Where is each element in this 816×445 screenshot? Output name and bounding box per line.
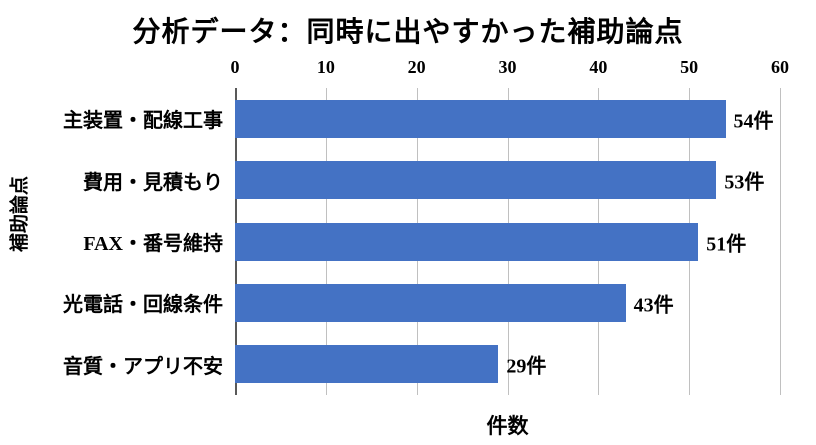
- category-label: 主装置・配線工事: [63, 110, 223, 133]
- bar-row: FAX・番号維持 51件: [0, 211, 816, 272]
- bar: [235, 283, 626, 322]
- bar-track: 53件: [235, 161, 780, 200]
- bar-value-label: 53件: [724, 171, 765, 194]
- bar-track: 54件: [235, 99, 780, 138]
- chart-title: 分析データ：同時に出やすかった補助論点: [132, 17, 684, 48]
- bar-rows: 主装置・配線工事 54件費用・見積もり 53件 FAX・番号維持 51件光電話・回線条件…: [0, 88, 816, 395]
- category-label: 音質・アプリ不安: [63, 355, 223, 378]
- x-tick-label: 30: [498, 57, 517, 77]
- bar-value-label: 54件: [733, 110, 774, 133]
- x-tick-label: 60: [771, 57, 789, 77]
- bar-value-label: 51件: [706, 233, 747, 256]
- x-tick-label: 10: [316, 57, 335, 77]
- x-axis-title: 件数: [486, 414, 529, 438]
- category-label: 光電話・回線条件: [63, 294, 223, 317]
- bar-track: 51件: [235, 222, 780, 261]
- x-tick-label: 40: [589, 57, 608, 77]
- bar-row: 音質・アプリ不安 29件: [0, 334, 816, 395]
- x-tick-label: 50: [680, 57, 699, 77]
- category-label: FAX・番号維持: [83, 233, 223, 256]
- bar-row: 費用・見積もり 53件: [0, 149, 816, 210]
- y-axis-title: 補助論点: [9, 175, 31, 252]
- bar-row: 光電話・回線条件 43件: [0, 272, 816, 333]
- bar-track: 43件: [235, 283, 780, 322]
- category-label: 費用・見積もり: [83, 171, 223, 194]
- bar-value-label: 29件: [506, 355, 547, 378]
- bar-track: 29件: [235, 345, 780, 384]
- bar: [235, 345, 499, 384]
- x-axis-ticks: 0 10 20 30 40 50 60: [231, 57, 790, 79]
- x-tick-label: 20: [407, 57, 426, 77]
- bar-value-label: 43件: [633, 294, 674, 317]
- gridline: [780, 88, 781, 395]
- bar: [235, 222, 699, 261]
- plot-area: 主装置・配線工事 54件費用・見積もり 53件 FAX・番号維持 51件光電話・回線条件…: [0, 88, 816, 395]
- x-tick-label: 0: [230, 57, 240, 77]
- bar: [235, 161, 717, 200]
- bar: [235, 99, 726, 138]
- bar-row: 主装置・配線工事 54件: [0, 88, 816, 149]
